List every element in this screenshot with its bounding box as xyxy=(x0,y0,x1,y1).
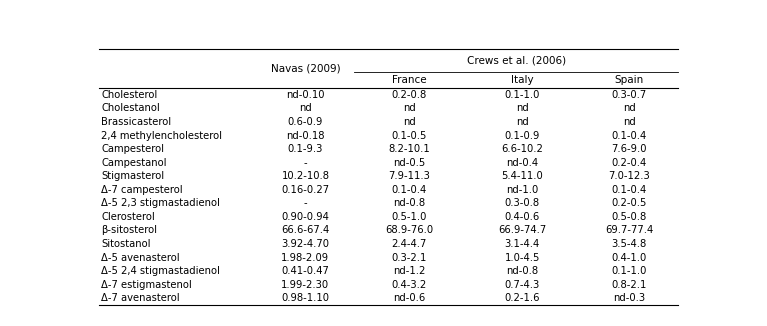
Text: 0.1-1.0: 0.1-1.0 xyxy=(505,90,540,100)
Text: -: - xyxy=(304,198,308,208)
Text: Clerosterol: Clerosterol xyxy=(101,212,155,222)
Text: nd: nd xyxy=(403,103,416,113)
Text: 0.4-3.2: 0.4-3.2 xyxy=(392,280,427,289)
Text: 0.1-0.4: 0.1-0.4 xyxy=(612,130,647,141)
Text: 5.4-11.0: 5.4-11.0 xyxy=(502,171,543,181)
Text: nd: nd xyxy=(403,117,416,127)
Text: Sitostanol: Sitostanol xyxy=(101,239,151,249)
Text: -: - xyxy=(304,158,308,168)
Text: 66.6-67.4: 66.6-67.4 xyxy=(281,225,330,235)
Text: nd: nd xyxy=(623,103,636,113)
Text: Δ-7 campesterol: Δ-7 campesterol xyxy=(101,185,183,195)
Text: 0.1-1.0: 0.1-1.0 xyxy=(612,266,647,276)
Text: 68.9-76.0: 68.9-76.0 xyxy=(385,225,433,235)
Text: 3.1-4.4: 3.1-4.4 xyxy=(505,239,540,249)
Text: 0.98-1.10: 0.98-1.10 xyxy=(281,293,329,303)
Text: 0.5-1.0: 0.5-1.0 xyxy=(392,212,427,222)
Text: Italy: Italy xyxy=(511,75,534,85)
Text: nd-1.2: nd-1.2 xyxy=(393,266,426,276)
Text: Δ-7 estigmastenol: Δ-7 estigmastenol xyxy=(101,280,192,289)
Text: 0.3-0.8: 0.3-0.8 xyxy=(505,198,540,208)
Text: Campestanol: Campestanol xyxy=(101,158,166,168)
Text: 7.9-11.3: 7.9-11.3 xyxy=(389,171,430,181)
Text: Brassicasterol: Brassicasterol xyxy=(101,117,171,127)
Text: nd-0.10: nd-0.10 xyxy=(286,90,324,100)
Text: Spain: Spain xyxy=(614,75,644,85)
Text: nd: nd xyxy=(623,117,636,127)
Text: 0.90-0.94: 0.90-0.94 xyxy=(281,212,329,222)
Text: nd-0.3: nd-0.3 xyxy=(614,293,646,303)
Text: 7.6-9.0: 7.6-9.0 xyxy=(611,144,647,154)
Text: Δ-5 2,3 stigmastadienol: Δ-5 2,3 stigmastadienol xyxy=(101,198,220,208)
Text: Δ-5 avenasterol: Δ-5 avenasterol xyxy=(101,253,179,262)
Text: 0.16-0.27: 0.16-0.27 xyxy=(281,185,330,195)
Text: 0.1-9.3: 0.1-9.3 xyxy=(288,144,323,154)
Text: nd-0.18: nd-0.18 xyxy=(286,130,324,141)
Text: 0.7-4.3: 0.7-4.3 xyxy=(505,280,540,289)
Text: 0.2-1.6: 0.2-1.6 xyxy=(505,293,540,303)
Text: 1.98-2.09: 1.98-2.09 xyxy=(281,253,330,262)
Text: 2,4 methylencholesterol: 2,4 methylencholesterol xyxy=(101,130,222,141)
Text: Stigmasterol: Stigmasterol xyxy=(101,171,164,181)
Text: nd-0.4: nd-0.4 xyxy=(506,158,538,168)
Text: 0.4-1.0: 0.4-1.0 xyxy=(612,253,647,262)
Text: Crews et al. (2006): Crews et al. (2006) xyxy=(467,55,566,66)
Text: 69.7-77.4: 69.7-77.4 xyxy=(605,225,653,235)
Text: 66.9-74.7: 66.9-74.7 xyxy=(499,225,547,235)
Text: nd: nd xyxy=(299,103,311,113)
Text: 6.6-10.2: 6.6-10.2 xyxy=(502,144,543,154)
Text: 0.8-2.1: 0.8-2.1 xyxy=(612,280,647,289)
Text: 3.92-4.70: 3.92-4.70 xyxy=(281,239,329,249)
Text: Cholesterol: Cholesterol xyxy=(101,90,157,100)
Text: 0.1-0.9: 0.1-0.9 xyxy=(505,130,540,141)
Text: 10.2-10.8: 10.2-10.8 xyxy=(281,171,329,181)
Text: nd-0.8: nd-0.8 xyxy=(506,266,538,276)
Text: 1.99-2.30: 1.99-2.30 xyxy=(281,280,330,289)
Text: 2.4-4.7: 2.4-4.7 xyxy=(392,239,427,249)
Text: 1.0-4.5: 1.0-4.5 xyxy=(505,253,540,262)
Text: 0.6-0.9: 0.6-0.9 xyxy=(288,117,323,127)
Text: nd: nd xyxy=(516,117,528,127)
Text: 0.2-0.4: 0.2-0.4 xyxy=(612,158,647,168)
Text: Δ-7 avenasterol: Δ-7 avenasterol xyxy=(101,293,179,303)
Text: Δ-5 2,4 stigmastadienol: Δ-5 2,4 stigmastadienol xyxy=(101,266,220,276)
Text: Navas (2009): Navas (2009) xyxy=(271,64,341,74)
Text: 7.0-12.3: 7.0-12.3 xyxy=(608,171,650,181)
Text: 0.2-0.5: 0.2-0.5 xyxy=(612,198,647,208)
Text: nd: nd xyxy=(516,103,528,113)
Text: 0.4-0.6: 0.4-0.6 xyxy=(505,212,540,222)
Text: 0.1-0.5: 0.1-0.5 xyxy=(392,130,427,141)
Text: 0.5-0.8: 0.5-0.8 xyxy=(612,212,647,222)
Text: nd-1.0: nd-1.0 xyxy=(506,185,538,195)
Text: 0.41-0.47: 0.41-0.47 xyxy=(281,266,329,276)
Text: nd-0.5: nd-0.5 xyxy=(393,158,426,168)
Text: 8.2-10.1: 8.2-10.1 xyxy=(389,144,430,154)
Text: 3.5-4.8: 3.5-4.8 xyxy=(612,239,647,249)
Text: Cholestanol: Cholestanol xyxy=(101,103,160,113)
Text: 0.1-0.4: 0.1-0.4 xyxy=(392,185,427,195)
Text: France: France xyxy=(392,75,426,85)
Text: 0.1-0.4: 0.1-0.4 xyxy=(612,185,647,195)
Text: 0.3-2.1: 0.3-2.1 xyxy=(392,253,427,262)
Text: Campesterol: Campesterol xyxy=(101,144,164,154)
Text: 0.3-0.7: 0.3-0.7 xyxy=(612,90,647,100)
Text: nd-0.8: nd-0.8 xyxy=(393,198,426,208)
Text: nd-0.6: nd-0.6 xyxy=(393,293,426,303)
Text: β-sitosterol: β-sitosterol xyxy=(101,225,157,235)
Text: 0.2-0.8: 0.2-0.8 xyxy=(392,90,427,100)
